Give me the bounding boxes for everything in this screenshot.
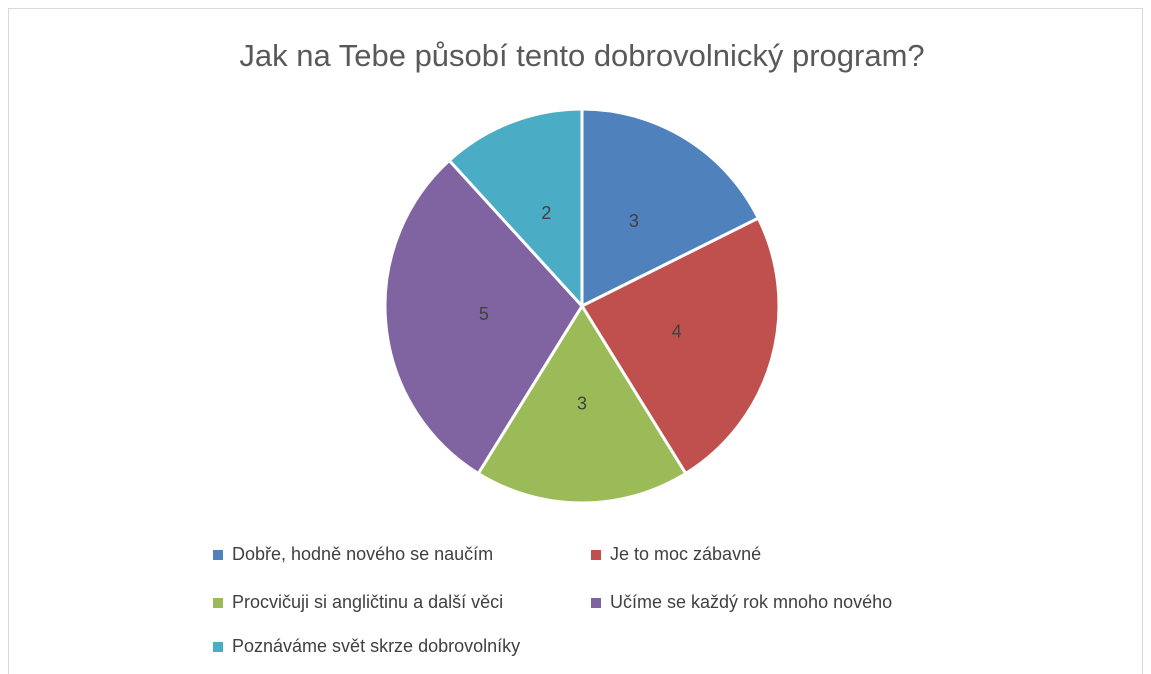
legend-marker <box>213 550 223 560</box>
chart-title: Jak na Tebe působí tento dobrovolnický p… <box>239 38 924 73</box>
legend-label: Je to moc zábavné <box>610 544 761 564</box>
pie-slice <box>580 107 761 309</box>
data-label: 2 <box>541 203 551 223</box>
pie-slice <box>447 107 584 310</box>
legend-marker <box>591 550 601 560</box>
legend-label: Učíme se každý rok mnoho nového <box>610 592 892 612</box>
legend-marker <box>213 642 223 652</box>
pie-slice <box>579 216 781 476</box>
pie-slice <box>476 303 688 505</box>
pie-slice <box>383 158 584 476</box>
data-label: 5 <box>479 304 489 324</box>
legend-marker <box>591 598 601 608</box>
legend-label: Dobře, hodně nového se naučím <box>232 544 493 564</box>
data-label: 3 <box>629 211 639 231</box>
data-label: 4 <box>672 322 682 342</box>
legend-label: Poznáváme svět skrze dobrovolníky <box>232 636 520 656</box>
data-label: 3 <box>577 393 587 413</box>
legend-marker <box>213 598 223 608</box>
legend-label: Procvičuji si angličtinu a další věci <box>232 592 503 612</box>
